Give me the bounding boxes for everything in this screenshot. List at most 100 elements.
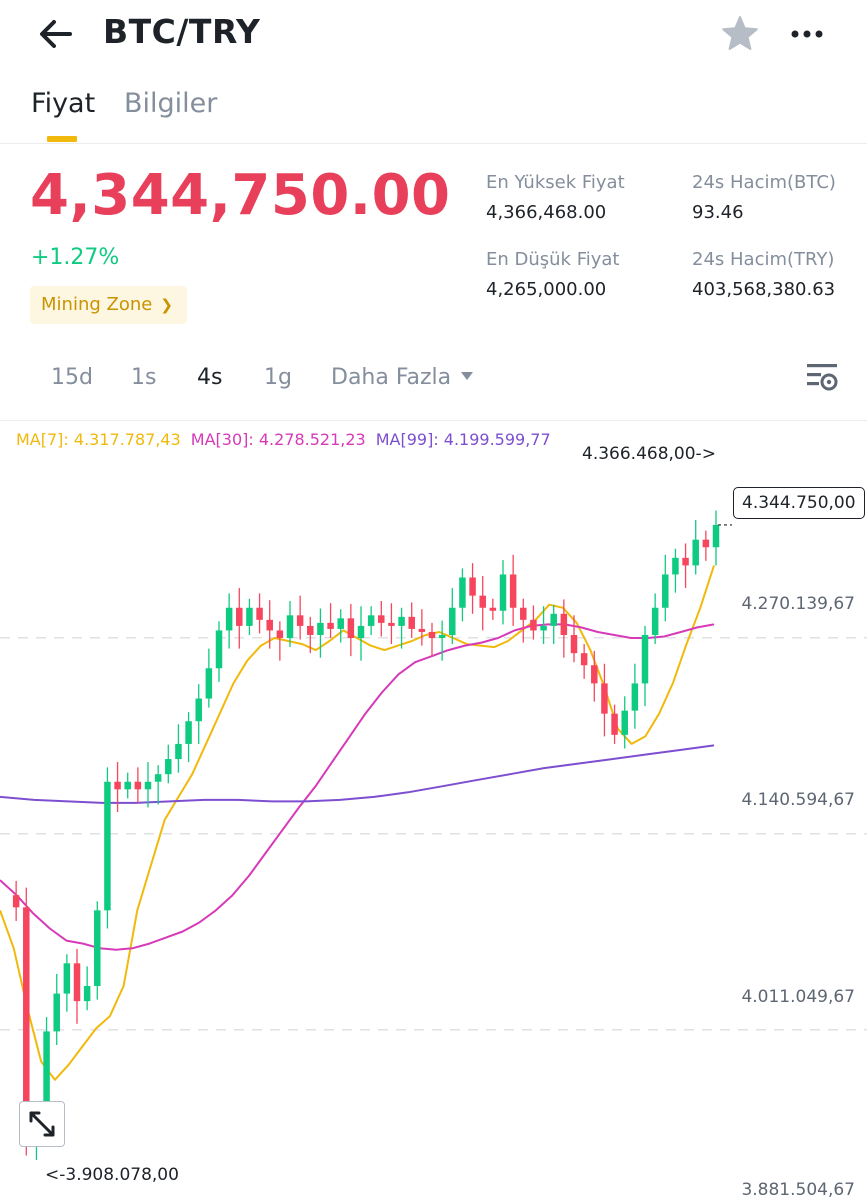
star-icon[interactable]	[720, 14, 760, 54]
candle-body	[94, 910, 101, 986]
candlestick-chart[interactable]	[0, 420, 867, 1201]
candle-body	[672, 557, 679, 575]
candle-body	[215, 630, 223, 669]
candle-body	[124, 781, 131, 790]
volume-try-label: 24s Hacim(TRY)	[692, 249, 835, 270]
candle-body	[520, 607, 527, 620]
candle-body	[550, 613, 557, 626]
active-tab-indicator	[47, 136, 77, 142]
candle-body	[692, 539, 699, 566]
candle-body	[104, 781, 111, 911]
candle-body	[53, 993, 60, 1032]
candle-body	[266, 619, 273, 631]
candle-body	[621, 710, 628, 735]
candle-body	[165, 759, 172, 775]
candle-body	[631, 683, 639, 711]
mining-zone-badge[interactable]: Mining Zone ❯	[30, 286, 187, 324]
candle-body	[296, 615, 304, 626]
chevron-right-icon: ❯	[160, 296, 173, 314]
price-axis-label: 3.881.504,67	[739, 1180, 857, 1200]
candle-body	[12, 895, 20, 908]
candle-body	[63, 963, 71, 994]
price-axis-label: 4.011.049,67	[739, 987, 857, 1007]
candle-body	[641, 634, 649, 684]
candle-body	[327, 622, 334, 629]
ma30-legend: MA[30]: 4.278.521,23	[190, 430, 366, 449]
candle-body	[205, 668, 213, 699]
candle-body	[530, 619, 537, 631]
ma-legend: MA[7]: 4.317.787,43 MA[30]: 4.278.521,23 M…	[16, 430, 551, 449]
last-price-tag: 4.344.750,00	[733, 487, 865, 519]
candle-body	[378, 615, 385, 623]
volume-btc-value: 93.46	[692, 202, 744, 223]
candle-body	[702, 539, 710, 548]
low-price-value: 4,265,000.00	[486, 279, 607, 300]
price-change-percent: +1.27%	[31, 245, 120, 270]
mining-zone-label: Mining Zone	[41, 294, 153, 315]
candle-body	[651, 607, 659, 635]
candle-body	[367, 615, 375, 626]
candle-body	[580, 653, 588, 666]
candle-body	[317, 622, 324, 635]
tabs-divider	[0, 143, 867, 144]
ma7-legend: MA[7]: 4.317.787,43	[16, 430, 181, 449]
expand-icon[interactable]	[19, 1101, 65, 1147]
candle-body	[428, 631, 436, 639]
tab-fiyat[interactable]: Fiyat	[31, 88, 96, 119]
candle-body	[307, 625, 314, 635]
candle-body	[712, 524, 720, 548]
ma99-line	[0, 744, 715, 804]
candle-body	[175, 743, 182, 760]
candle-body	[662, 574, 669, 608]
candle-body	[398, 616, 405, 626]
candle-body	[195, 698, 202, 722]
candle-body	[154, 774, 162, 782]
price-axis-label: 4.140.594,67	[739, 790, 857, 810]
candle-body	[276, 630, 284, 639]
candle-body	[225, 607, 233, 631]
candle-body	[570, 634, 578, 654]
high-price-label: En Yüksek Fiyat	[486, 172, 625, 193]
candle-body	[469, 577, 476, 596]
high-price-value: 4,366,468.00	[486, 202, 607, 223]
low-price-label: En Düşük Fiyat	[486, 249, 620, 270]
page-title: BTC/TRY	[103, 12, 261, 51]
candle-body	[357, 625, 365, 639]
candle-body	[418, 628, 426, 632]
candle-body	[560, 613, 568, 635]
volume-try-value: 403,568,380.63	[692, 279, 836, 300]
more-dots-icon[interactable]	[786, 18, 830, 50]
candle-body	[591, 665, 598, 684]
candle-body	[134, 781, 142, 790]
back-arrow-icon[interactable]	[34, 14, 78, 54]
tab-bilgiler[interactable]: Bilgiler	[124, 88, 218, 119]
candle-body	[601, 683, 608, 714]
volume-btc-label: 24s Hacim(BTC)	[692, 172, 836, 193]
candle-body	[236, 607, 243, 626]
candle-body	[256, 607, 263, 620]
candle-body	[347, 618, 355, 639]
interval-4s[interactable]: 4s	[197, 365, 223, 390]
interval-1g[interactable]: 1g	[264, 365, 292, 390]
candle-body	[479, 595, 486, 608]
ma99-legend: MA[99]: 4.199.599,77	[375, 430, 551, 449]
high-price-marker: 4.366.468,00->	[582, 444, 716, 464]
candle-body	[246, 607, 253, 626]
interval-15d[interactable]: 15d	[51, 365, 93, 390]
candle-body	[499, 574, 507, 611]
caret-down-icon	[461, 372, 474, 380]
candle-body	[114, 781, 121, 790]
chart-settings-icon[interactable]	[804, 360, 840, 394]
candle-body	[459, 577, 466, 608]
candle-body	[286, 615, 294, 639]
ma30-line	[0, 623, 715, 951]
candle-body	[489, 607, 497, 611]
interval-more-dropdown[interactable]: Daha Fazla	[331, 365, 474, 390]
interval-1s[interactable]: 1s	[131, 365, 157, 390]
candle-body	[540, 625, 547, 631]
candle-body	[449, 607, 456, 635]
candle-body	[73, 963, 81, 1002]
candle-body	[438, 634, 446, 639]
last-price: 4,344,750.00	[30, 163, 451, 228]
candle-body	[83, 985, 91, 1002]
